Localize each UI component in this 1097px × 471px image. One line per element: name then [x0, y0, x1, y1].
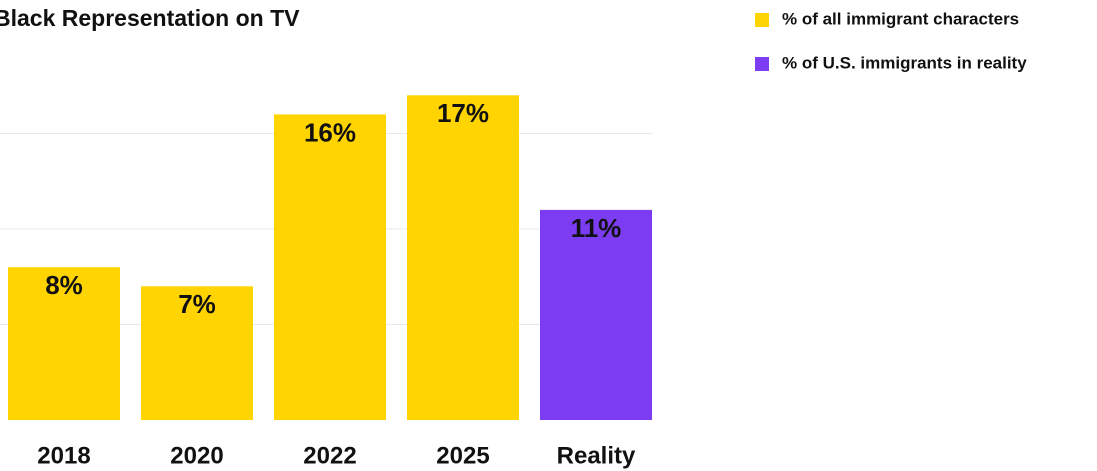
x-tick-label: 2018: [37, 442, 90, 469]
value-label: 11%: [571, 213, 622, 243]
chart-title: Black Representation on TV: [0, 5, 300, 31]
bar: [274, 114, 386, 421]
legend-swatch: [755, 57, 769, 71]
bar: [407, 95, 519, 421]
legend-label: % of all immigrant characters: [782, 9, 1019, 28]
x-tick-label: Reality: [557, 442, 636, 469]
x-tick-label: 2022: [303, 442, 356, 469]
x-tick-label: 2025: [436, 442, 489, 469]
bar: [540, 209, 652, 420]
bar: [141, 286, 253, 420]
value-label: 17%: [437, 98, 489, 128]
value-label: 7%: [178, 289, 216, 319]
x-tick-label: 2020: [170, 442, 223, 469]
value-label: 8%: [45, 270, 83, 300]
bar: [8, 267, 120, 420]
value-label: 16%: [304, 117, 356, 147]
legend-label: % of U.S. immigrants in reality: [782, 53, 1027, 72]
legend-swatch: [755, 13, 769, 27]
